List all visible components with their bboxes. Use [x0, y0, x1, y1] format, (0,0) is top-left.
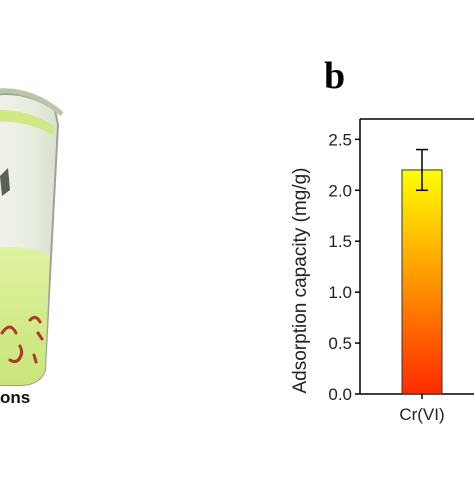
beaker-caption: ons [0, 388, 31, 407]
y-tick-label: 1.5 [328, 232, 352, 251]
x-category-label: Cr(VI) [399, 405, 444, 424]
beaker-rim [0, 88, 64, 116]
chart-layer: 0.0 0.5 1.0 1.5 2.0 2.5 Adsorption capacity (m… [290, 118, 474, 424]
particle [0, 325, 18, 335]
bar [401, 169, 443, 395]
y-axis-title: Adsorption capacity (mg/g) [290, 168, 311, 394]
y-tick-label: 0.0 [328, 385, 352, 404]
chart-panel: b 0.0 0.5 1.0 1.5 2.0 2.5 Adsorption capacity … [230, 0, 474, 474]
y-tick-label: 1.0 [328, 283, 352, 302]
y-tick-label: 2.0 [328, 181, 352, 200]
beaker-liquid [0, 247, 50, 385]
beaker-illustration [0, 88, 64, 386]
y-tick-label: 2.5 [328, 130, 352, 149]
particle [8, 356, 22, 364]
adsorbent-particles [0, 315, 44, 364]
y-tick-label: 0.5 [328, 334, 352, 353]
bar-chart: 0.0 0.5 1.0 1.5 2.0 2.5 Adsorption capacity (m… [290, 118, 474, 424]
panel-letter: b [324, 55, 346, 97]
beaker-green-band [0, 109, 54, 135]
particle [32, 353, 38, 364]
beaker-marking [0, 168, 10, 196]
particle [36, 331, 44, 341]
beaker-illustration-panel: ons [0, 0, 230, 474]
particle [28, 315, 42, 324]
